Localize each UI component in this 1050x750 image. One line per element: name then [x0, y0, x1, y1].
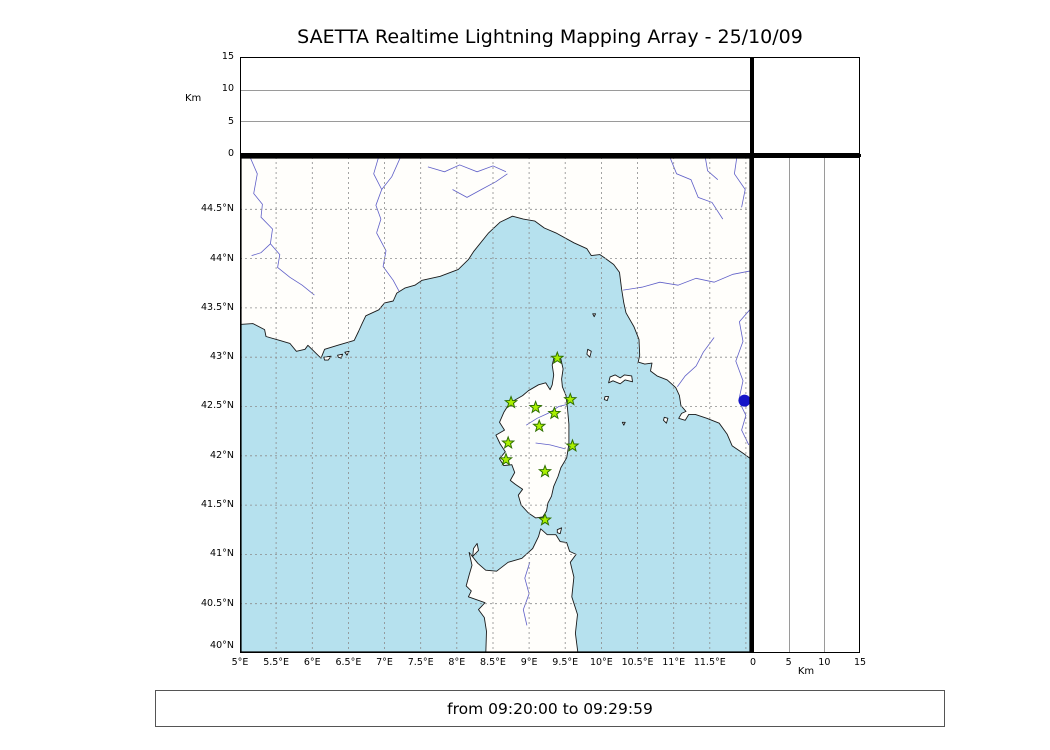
- corner-panel: [753, 57, 860, 154]
- gorgona-island: [592, 313, 597, 318]
- altitude-vs-longitude-panel: [240, 57, 751, 154]
- saetta-station-marker: [498, 452, 514, 466]
- axis-divider-vertical: [750, 57, 753, 653]
- altitude-axis-label-bottom: Km: [797, 666, 815, 677]
- sardinia-island: [465, 528, 579, 653]
- longitude-tick-label: 5.5°E: [263, 657, 290, 668]
- river-line: [733, 157, 746, 208]
- altitude-left-tick-label: 10: [221, 83, 234, 95]
- latitude-tick-label: 44°N: [210, 252, 234, 264]
- latitude-tick-label: 44.5°N: [200, 203, 234, 215]
- montecristo-island: [621, 421, 626, 426]
- river-line: [373, 157, 383, 234]
- saetta-station-marker: [537, 512, 553, 526]
- river-line: [251, 243, 271, 256]
- altitude-panel-gridline: [241, 121, 750, 122]
- asinara-island: [472, 543, 479, 557]
- maddalena-island: [556, 527, 563, 535]
- latitude-tick-label: 43.5°N: [200, 301, 234, 313]
- river-line: [381, 157, 402, 190]
- longitude-tick-label: 10°E: [589, 657, 613, 668]
- corsica-island: [495, 355, 570, 519]
- latitude-tick-label: 41°N: [210, 548, 234, 560]
- river-line: [735, 307, 751, 446]
- saetta-station-marker: [532, 418, 547, 433]
- latitude-tick-label: 40.5°N: [200, 597, 234, 609]
- altitude-vs-latitude-panel: [753, 157, 860, 653]
- altitude-left-tick-label: 15: [221, 51, 234, 62]
- map-panel: [240, 157, 751, 653]
- altitude-panel-gridline: [241, 90, 750, 91]
- saetta-station-marker: [503, 395, 519, 409]
- longitude-tick-label: 7°E: [376, 657, 393, 668]
- longitude-tick-label: 11°E: [662, 657, 686, 668]
- river-line: [704, 157, 719, 181]
- longitude-tick-label: 11.5°E: [693, 657, 726, 668]
- longitude-tick-label: 8.5°E: [480, 657, 506, 668]
- saetta-station-marker: [563, 392, 578, 406]
- saetta-station-marker: [550, 350, 565, 365]
- axis-divider-horizontal: [240, 154, 861, 157]
- altitude-axis-label-left: Km: [185, 93, 202, 104]
- river-line: [376, 232, 400, 292]
- giglio-island: [663, 416, 669, 424]
- longitude-tick-label: 6.5°E: [335, 657, 362, 668]
- longitude-tick-label: 9.5°E: [552, 657, 579, 668]
- longitude-tick-label: 8°E: [448, 657, 466, 668]
- altitude-bottom-tick-label: 5: [785, 657, 792, 668]
- saetta-station-marker: [501, 435, 516, 449]
- lightning-source-marker: [738, 394, 751, 407]
- river-line: [427, 164, 507, 173]
- longitude-tick-label: 10.5°E: [621, 657, 654, 668]
- longitude-tick-label: 5°E: [231, 657, 249, 668]
- altitude-bottom-tick-label: 10: [818, 657, 831, 668]
- latitude-tick-label: 40°N: [210, 640, 234, 651]
- river-line: [676, 337, 715, 388]
- river-line: [249, 157, 315, 296]
- river-line: [535, 442, 566, 450]
- map-svg: [240, 157, 751, 653]
- latitude-tick-label: 42°N: [210, 449, 234, 461]
- saetta-station-marker: [528, 400, 543, 414]
- latitude-tick-label: 42.5°N: [200, 400, 234, 412]
- saetta-station-marker: [565, 438, 580, 452]
- longitude-tick-label: 7.5°E: [407, 657, 434, 668]
- altitude-left-tick-label: 0: [227, 148, 234, 159]
- longitude-tick-label: 9°E: [520, 657, 538, 668]
- longitude-tick-label: 6°E: [303, 657, 321, 668]
- altitude-bottom-tick-label: 0: [749, 657, 757, 668]
- pianosa-island: [603, 396, 610, 402]
- river-line: [525, 404, 567, 426]
- time-window-text: from 09:20:00 to 09:29:59: [447, 699, 653, 718]
- mainland-coast: [240, 157, 751, 460]
- figure-title: SAETTA Realtime Lightning Mapping Array …: [297, 26, 803, 48]
- portcros-island: [337, 353, 344, 359]
- altitude-bottom-tick-label: 15: [853, 657, 867, 668]
- saetta-station-marker: [537, 464, 553, 478]
- elba-island: [608, 374, 633, 385]
- latitude-tick-label: 43°N: [210, 351, 234, 363]
- river-line: [452, 173, 508, 198]
- river-line: [623, 270, 751, 291]
- saetta-station-marker: [547, 405, 562, 420]
- time-window-box: from 09:20:00 to 09:29:59: [155, 690, 945, 727]
- altitude-panel-gridline: [789, 158, 790, 652]
- capraia-island: [586, 348, 592, 358]
- altitude-panel-gridline: [824, 158, 825, 652]
- river-line: [669, 157, 724, 220]
- altitude-left-tick-label: 5: [227, 115, 234, 127]
- latitude-tick-label: 41.5°N: [200, 499, 234, 511]
